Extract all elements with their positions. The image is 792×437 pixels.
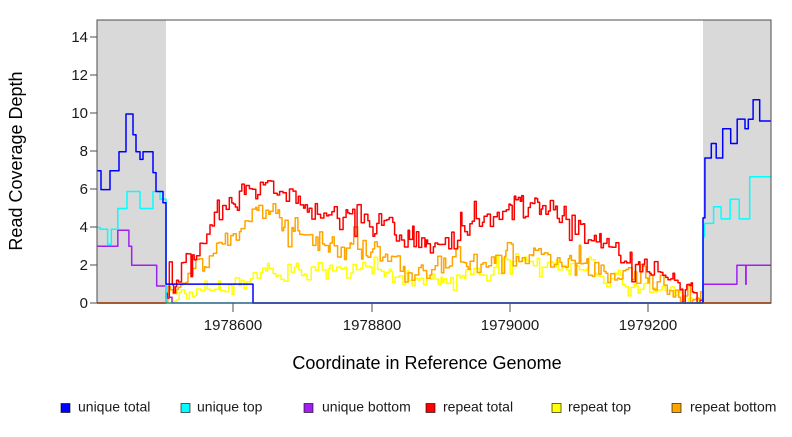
svg-text:1978800: 1978800 [343,317,401,334]
svg-text:2: 2 [80,257,88,274]
svg-text:8: 8 [80,143,88,160]
svg-text:repeat bottom: repeat bottom [690,399,776,415]
svg-text:10: 10 [71,105,88,122]
svg-text:unique total: unique total [78,399,150,415]
svg-text:6: 6 [80,181,88,198]
svg-text:1979200: 1979200 [619,317,677,334]
svg-text:0: 0 [80,295,88,312]
svg-text:repeat top: repeat top [568,399,631,415]
svg-text:Coordinate in Reference Genome: Coordinate in Reference Genome [292,353,561,373]
svg-text:1978600: 1978600 [204,317,262,334]
svg-text:Read Coverage Depth: Read Coverage Depth [6,71,26,250]
svg-text:1979000: 1979000 [481,317,539,334]
svg-text:12: 12 [71,67,88,84]
svg-text:4: 4 [80,219,88,236]
svg-text:unique top: unique top [197,399,263,415]
svg-text:repeat total: repeat total [443,399,513,415]
svg-text:unique bottom: unique bottom [322,399,411,415]
svg-text:14: 14 [71,29,88,46]
